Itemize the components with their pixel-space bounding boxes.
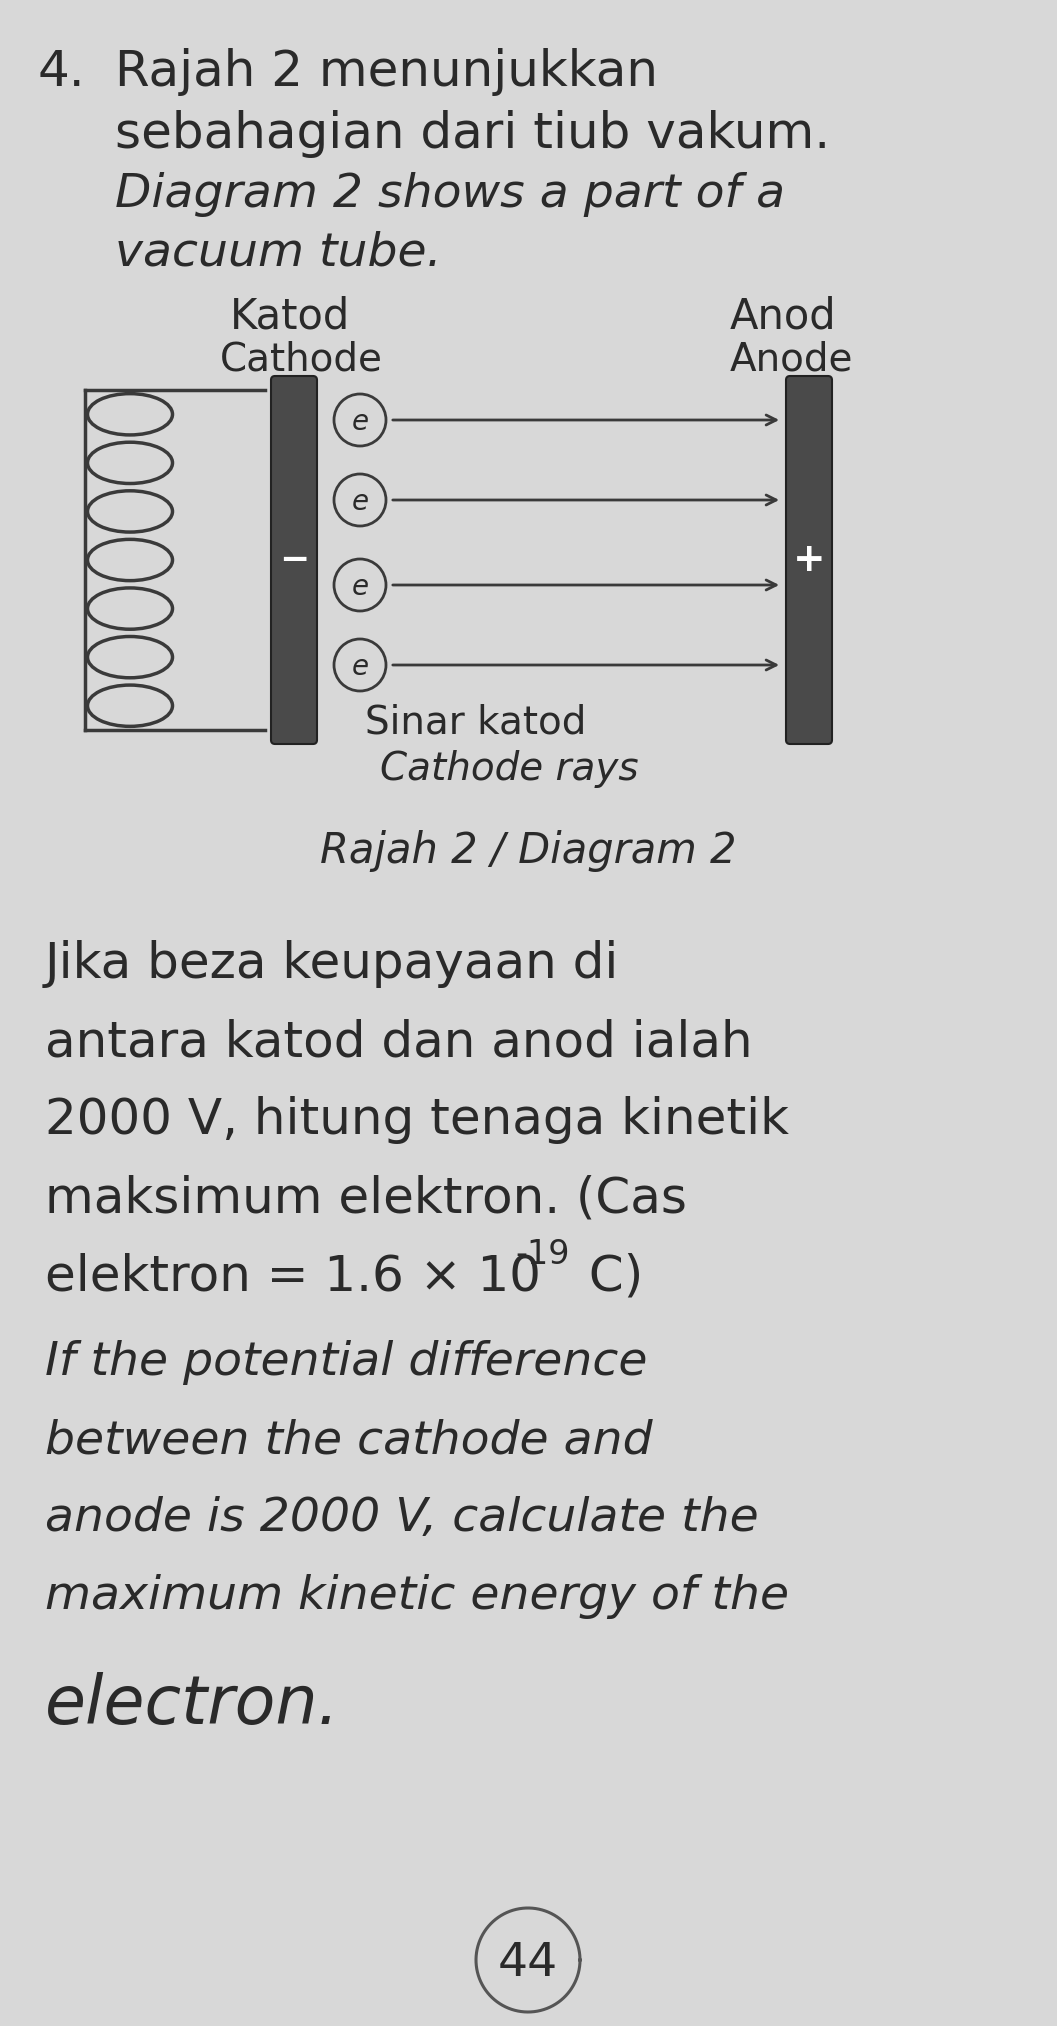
Text: C): C): [573, 1252, 644, 1301]
Text: antara katod dan anod ialah: antara katod dan anod ialah: [45, 1017, 753, 1066]
Text: maksimum elektron. (Cas: maksimum elektron. (Cas: [45, 1173, 687, 1222]
Text: e: e: [351, 407, 369, 436]
Text: If the potential difference: If the potential difference: [45, 1339, 648, 1386]
Text: +: +: [793, 541, 826, 579]
FancyBboxPatch shape: [271, 377, 317, 744]
Text: sebahagian dari tiub vakum.: sebahagian dari tiub vakum.: [115, 109, 830, 158]
Text: Katod: Katod: [230, 296, 350, 336]
Text: Anode: Anode: [730, 340, 853, 379]
Text: Cathode rays: Cathode rays: [381, 750, 638, 788]
Text: 4.: 4.: [38, 49, 86, 95]
FancyBboxPatch shape: [786, 377, 832, 744]
Text: Sinar katod: Sinar katod: [365, 703, 587, 742]
Text: Cathode: Cathode: [220, 340, 383, 379]
Text: e: e: [351, 573, 369, 602]
Text: 2000 V, hitung tenaga kinetik: 2000 V, hitung tenaga kinetik: [45, 1096, 789, 1145]
Text: 44: 44: [498, 1941, 558, 1985]
Text: between the cathode and: between the cathode and: [45, 1418, 652, 1463]
Text: −: −: [279, 543, 309, 577]
Text: anode is 2000 V, calculate the: anode is 2000 V, calculate the: [45, 1495, 759, 1542]
Text: electron.: electron.: [45, 1671, 339, 1738]
Text: -19: -19: [515, 1238, 570, 1270]
Text: maximum kinetic energy of the: maximum kinetic energy of the: [45, 1574, 790, 1619]
Text: Jika beza keupayaan di: Jika beza keupayaan di: [45, 940, 619, 989]
Text: Rajah 2 / Diagram 2: Rajah 2 / Diagram 2: [320, 831, 737, 871]
Text: e: e: [351, 488, 369, 517]
Text: Diagram 2 shows a part of a: Diagram 2 shows a part of a: [115, 172, 785, 217]
Text: vacuum tube.: vacuum tube.: [115, 231, 442, 276]
Text: elektron = 1.6 × 10: elektron = 1.6 × 10: [45, 1252, 541, 1301]
Text: Anod: Anod: [730, 296, 837, 336]
Text: Rajah 2 menunjukkan: Rajah 2 menunjukkan: [115, 49, 659, 95]
Text: e: e: [351, 652, 369, 681]
